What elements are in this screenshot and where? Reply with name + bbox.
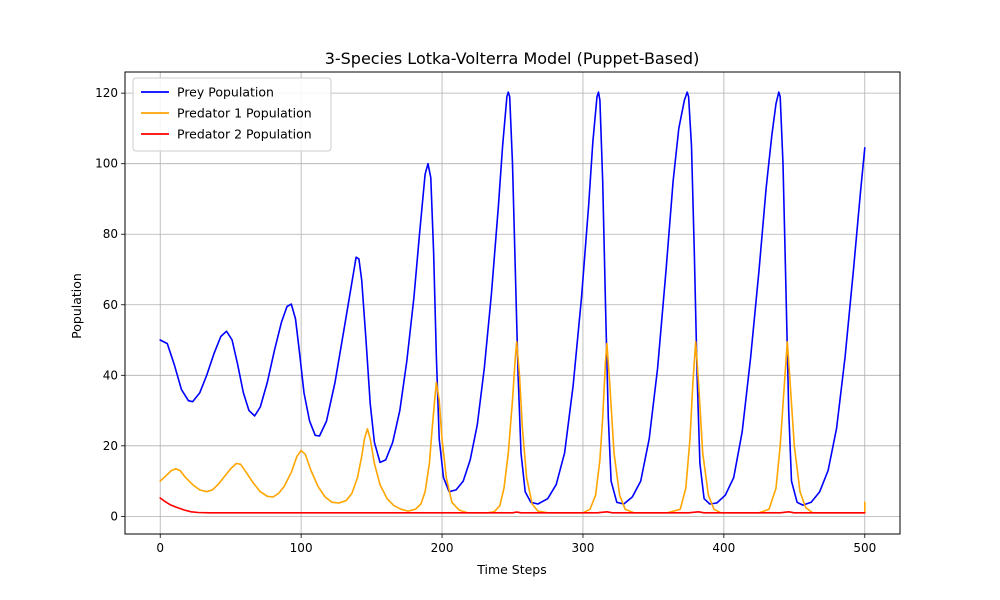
y-tick-label: 100 bbox=[95, 157, 118, 171]
y-tick-label: 20 bbox=[103, 439, 118, 453]
y-tick-label: 80 bbox=[103, 227, 118, 241]
x-tick-label: 200 bbox=[431, 541, 454, 555]
legend: Prey Population Predator 1 Population Pred… bbox=[132, 77, 332, 152]
legend-entry: Predator 1 Population bbox=[177, 106, 312, 121]
series-line-2 bbox=[159, 341, 866, 514]
chart-title: 3-Species Lotka-Volterra Model (Puppet-B… bbox=[325, 49, 700, 68]
series-line-1 bbox=[159, 91, 866, 506]
y-tick-label: 40 bbox=[103, 368, 118, 382]
axis-ticks: 0 100 200 300 400 500 0 20 40 60 80 100 120 bbox=[95, 86, 876, 555]
x-tick-label: 400 bbox=[712, 541, 735, 555]
x-tick-label: 0 bbox=[156, 541, 164, 555]
x-axis-label: Time Steps bbox=[476, 562, 547, 577]
y-axis-label: Population bbox=[69, 273, 84, 339]
series-line-3 bbox=[159, 497, 866, 514]
legend-entry: Predator 2 Population bbox=[177, 127, 312, 142]
y-tick-label: 120 bbox=[95, 86, 118, 100]
x-tick-label: 300 bbox=[572, 541, 595, 555]
legend-box bbox=[132, 77, 332, 152]
x-tick-label: 100 bbox=[290, 541, 313, 555]
series-lines bbox=[159, 91, 866, 514]
x-tick-label: 500 bbox=[853, 541, 876, 555]
y-tick-label: 0 bbox=[110, 509, 118, 523]
legend-entry: Prey Population bbox=[177, 85, 274, 100]
y-tick-label: 60 bbox=[103, 298, 118, 312]
plot-frame bbox=[124, 71, 901, 535]
